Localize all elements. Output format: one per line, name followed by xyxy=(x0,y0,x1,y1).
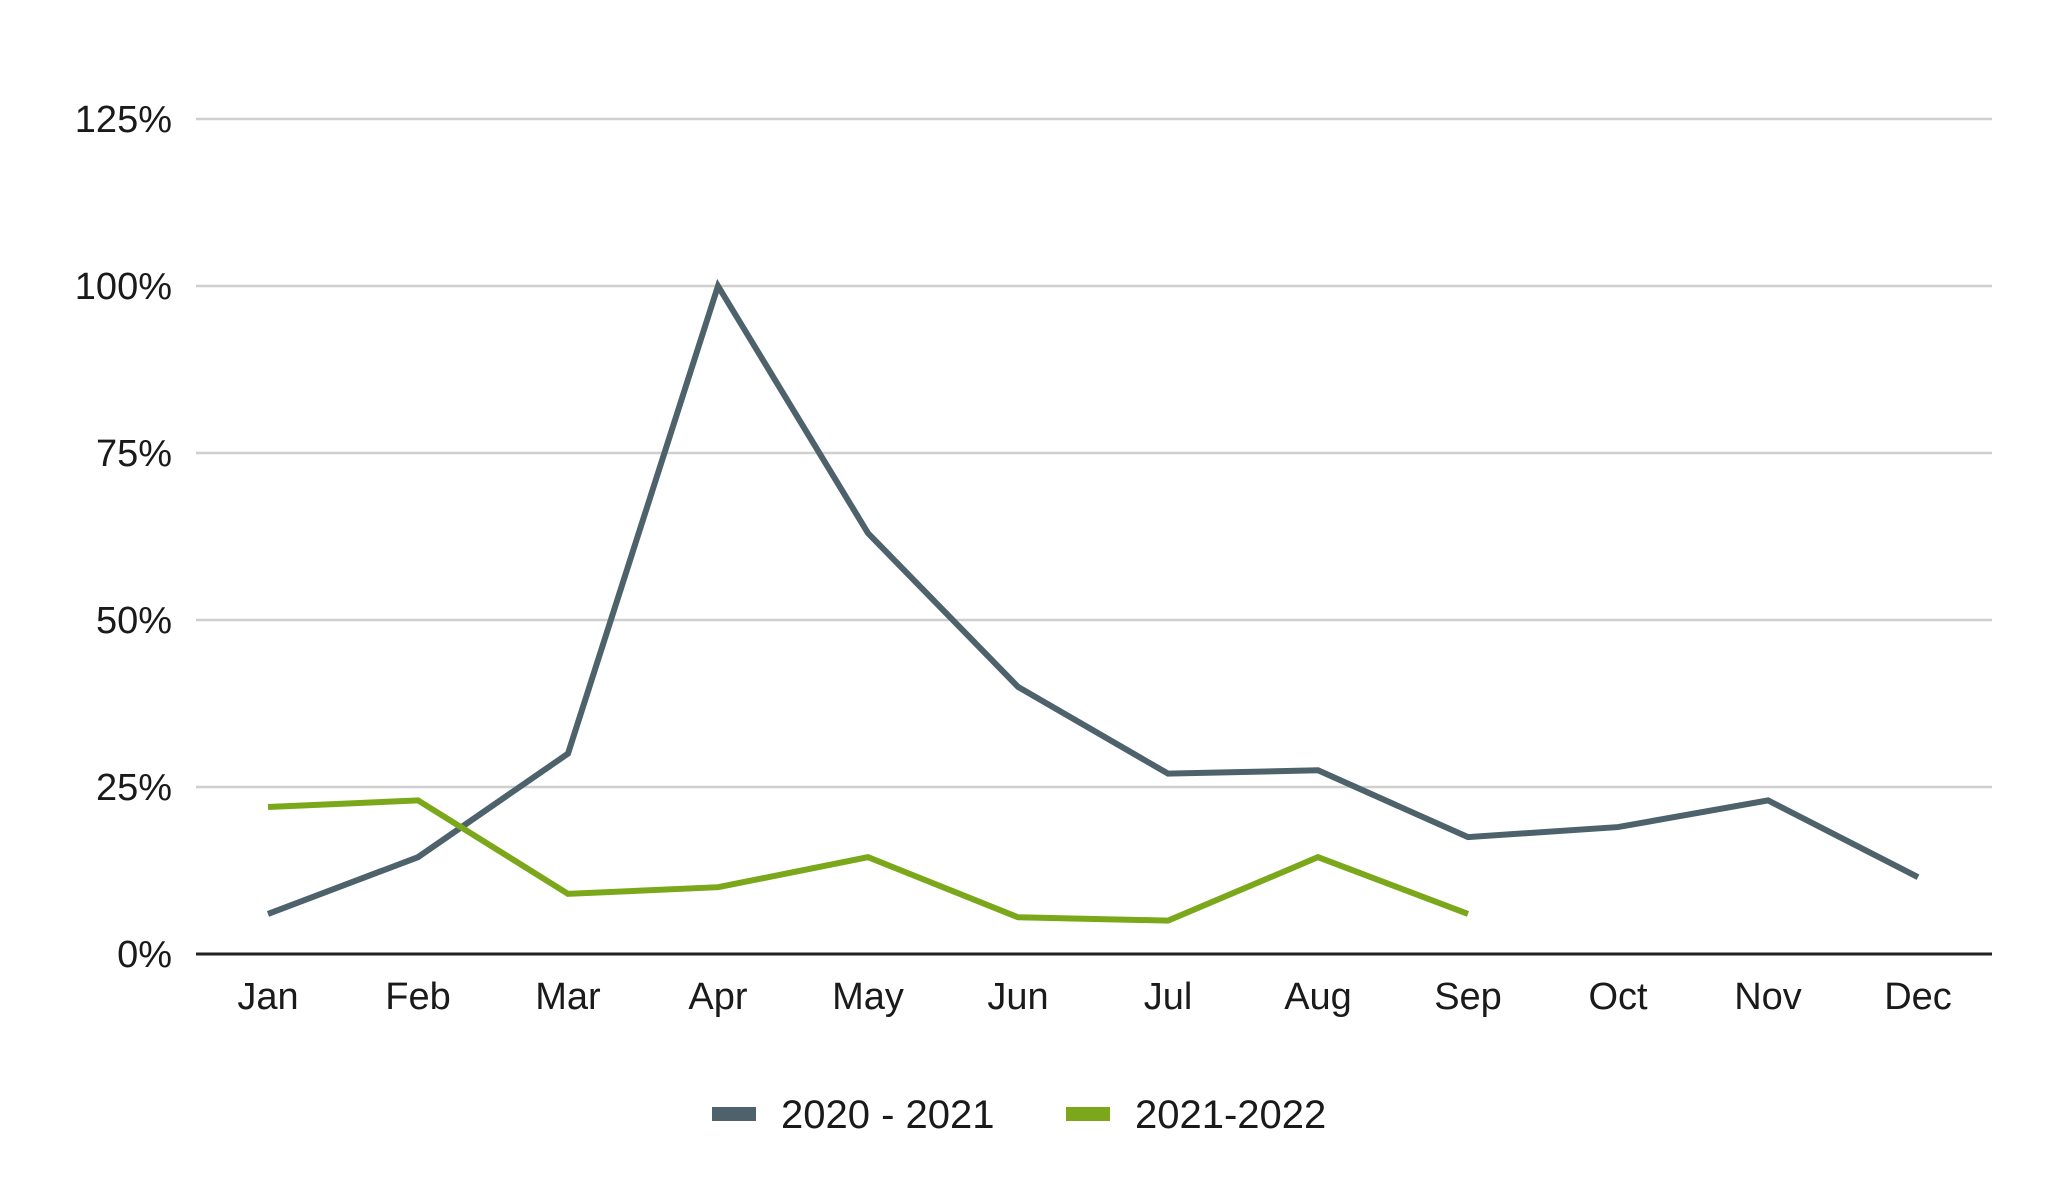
x-tick-label: Jul xyxy=(1144,976,1193,1018)
x-tick-label: Nov xyxy=(1734,976,1802,1018)
y-tick-label: 0% xyxy=(117,934,172,976)
legend-label-2: 2021-2022 xyxy=(1135,1093,1326,1137)
x-tick-label: Jan xyxy=(237,976,298,1018)
x-tick-label: Sep xyxy=(1434,976,1502,1018)
series-line-1 xyxy=(266,278,1920,917)
x-tick-label: Feb xyxy=(385,976,450,1018)
series-line-2 xyxy=(267,797,1470,924)
x-tick-label: Dec xyxy=(1884,976,1952,1018)
legend-swatch-2 xyxy=(1066,1107,1110,1121)
y-tick-label: 100% xyxy=(75,266,172,308)
y-tick-label: 125% xyxy=(75,99,172,141)
x-tick-label: Apr xyxy=(688,976,747,1018)
x-tick-label: May xyxy=(832,976,904,1018)
legend-swatch-1 xyxy=(712,1107,756,1121)
x-tick-label: Mar xyxy=(535,976,601,1018)
legend-label-1: 2020 - 2021 xyxy=(781,1093,995,1137)
y-tick-label: 75% xyxy=(96,433,172,475)
x-tick-label: Aug xyxy=(1284,976,1352,1018)
y-tick-label: 50% xyxy=(96,600,172,642)
series-lines xyxy=(266,278,1920,924)
x-tick-label: Oct xyxy=(1588,976,1648,1018)
gridlines xyxy=(196,117,1992,789)
y-axis-tick-labels: 0% 25% 50% 75% 100% 125% xyxy=(75,99,172,976)
x-tick-label: Jun xyxy=(987,976,1048,1018)
y-tick-label: 25% xyxy=(96,767,172,809)
legend: 2020 - 2021 2021-2022 xyxy=(712,1093,1326,1137)
x-axis-tick-labels: Jan Feb Mar Apr May Jun Jul Aug Sep Oct Nov Dec xyxy=(237,976,1951,1018)
